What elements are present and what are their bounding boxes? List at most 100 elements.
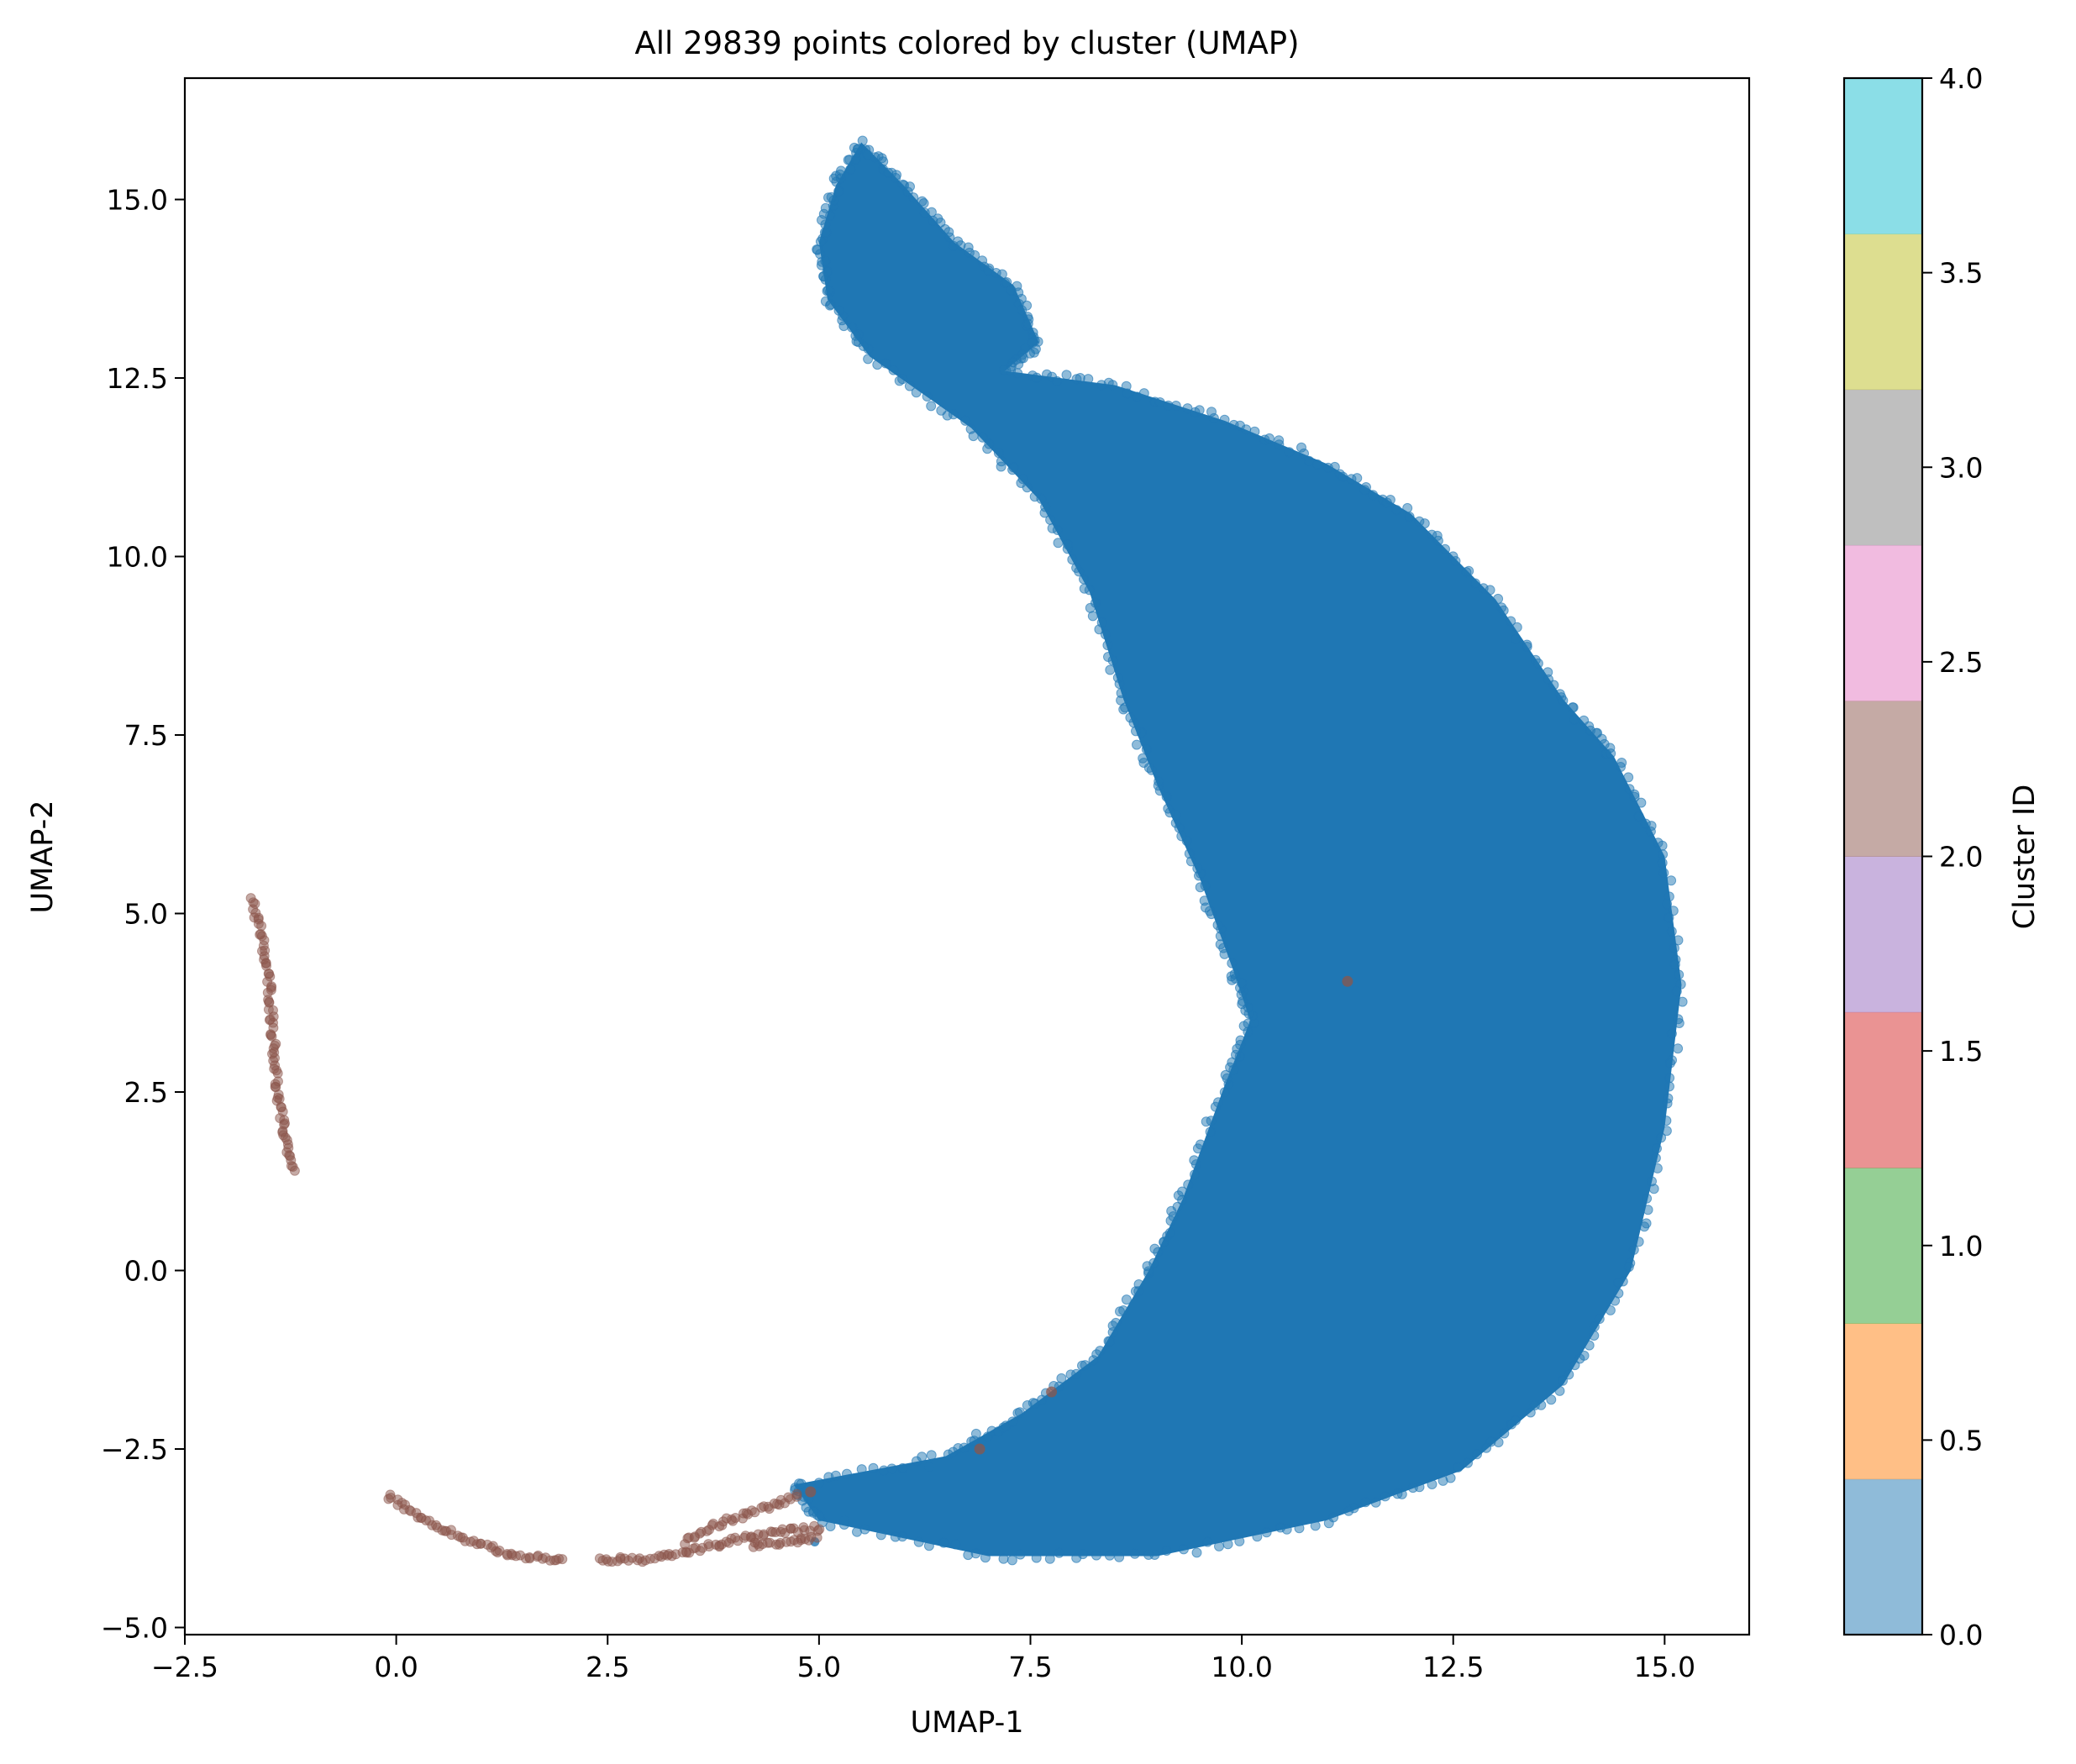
cluster-0-point xyxy=(1613,1278,1624,1288)
colorbar-segment xyxy=(1844,856,1922,1013)
cluster-0-point xyxy=(1605,1305,1616,1315)
cluster-0-point xyxy=(1567,702,1578,713)
y-tick-label: −2.5 xyxy=(101,1433,168,1466)
cluster-0-point xyxy=(1391,505,1402,516)
cluster-0-point xyxy=(1191,1547,1202,1558)
cluster-0-point xyxy=(1554,1385,1565,1396)
cluster-0-point xyxy=(1623,772,1634,783)
cluster-0-point xyxy=(1047,522,1058,533)
cluster-0-point xyxy=(1464,565,1474,576)
cluster-0-point xyxy=(1648,1184,1659,1194)
cluster-0-point xyxy=(1229,969,1240,979)
cluster-0-point xyxy=(822,266,833,277)
cluster-0-point xyxy=(917,1452,928,1462)
cluster-0-point xyxy=(904,381,915,391)
cluster-0-point xyxy=(1170,401,1181,411)
cluster-0-point xyxy=(1666,875,1677,886)
cluster-0-point xyxy=(1338,471,1348,482)
cluster-0-point xyxy=(1029,491,1040,502)
cluster-0-point xyxy=(1666,926,1677,937)
cluster-0-point xyxy=(1012,1408,1023,1419)
cluster-0-point xyxy=(1546,1394,1557,1405)
cluster-0-point xyxy=(1208,412,1219,423)
cluster-0-point xyxy=(1213,1097,1223,1108)
cluster-0-point xyxy=(1061,370,1072,381)
x-axis-label: UMAP-1 xyxy=(911,1706,1024,1740)
cluster-0-point xyxy=(1639,1221,1650,1232)
cluster-0-point xyxy=(1662,899,1673,910)
cluster-0-point xyxy=(1657,840,1668,851)
cluster-0-point xyxy=(1006,1555,1017,1566)
y-axis-label: UMAP-2 xyxy=(26,801,60,914)
cluster-0-point xyxy=(839,1515,849,1525)
cluster-0-point xyxy=(1114,1551,1125,1562)
cluster-0-point xyxy=(1584,1340,1595,1351)
cluster-0-point xyxy=(1079,574,1089,585)
cluster-0-point xyxy=(1154,397,1165,407)
colorbar-tick-label: 0.5 xyxy=(1939,1424,1983,1457)
colorbar-label: Cluster ID xyxy=(2008,785,2042,930)
cluster-0-point xyxy=(1103,652,1113,662)
cluster-0-point xyxy=(1252,1531,1263,1542)
cluster-0-point xyxy=(1628,1244,1639,1255)
cluster-0-point xyxy=(1234,1536,1245,1546)
cluster-0-point xyxy=(1665,1058,1675,1068)
cluster-2-point xyxy=(557,1554,568,1565)
cluster-0-point xyxy=(1658,868,1669,879)
cluster-0-point xyxy=(1650,1152,1661,1163)
cluster-0-point xyxy=(1673,1043,1684,1054)
cluster-0-point xyxy=(1511,622,1522,633)
cluster-0-point xyxy=(1095,1346,1106,1357)
cluster-0-point xyxy=(918,198,929,208)
cluster-0-point xyxy=(830,1470,841,1481)
cluster-0-point xyxy=(1133,1279,1144,1289)
cluster-0-point xyxy=(1485,585,1495,596)
cluster-0-point xyxy=(1091,597,1101,608)
cluster-0-point xyxy=(1132,739,1142,750)
cluster-0-point xyxy=(913,1536,924,1547)
cluster-0-point xyxy=(1304,455,1315,466)
cluster-0-point xyxy=(1102,640,1113,651)
cluster-0-point xyxy=(1222,1539,1233,1550)
cluster-0-point xyxy=(826,192,837,202)
cluster-0-point xyxy=(820,255,831,266)
cluster-0-point xyxy=(959,1442,970,1453)
cluster-2-point xyxy=(814,1524,825,1535)
cluster-0-point xyxy=(938,1537,949,1548)
cluster-0-point xyxy=(815,236,826,247)
cluster-0-point xyxy=(1427,1479,1437,1489)
cluster-0-point xyxy=(1385,495,1395,505)
cluster-0-point xyxy=(1666,1028,1677,1039)
cluster-0-point xyxy=(1022,318,1033,329)
colorbar-tick-label: 1.5 xyxy=(1939,1035,1983,1068)
cluster-0-point xyxy=(1569,714,1579,725)
cluster-0-point xyxy=(1189,1155,1200,1166)
cluster-0-point xyxy=(1194,405,1205,416)
cluster-0-point xyxy=(1674,1018,1684,1028)
cluster-0-point xyxy=(886,1463,897,1474)
cluster-0-point xyxy=(890,1531,901,1542)
cluster-2-point xyxy=(805,1486,817,1498)
cluster-0-point xyxy=(922,391,933,402)
cluster-0-point xyxy=(888,365,899,375)
cluster-0-point xyxy=(1190,1169,1200,1180)
cluster-0-point xyxy=(1122,388,1133,399)
cluster-0-point xyxy=(1040,501,1051,512)
cluster-0-point xyxy=(1067,554,1078,565)
cluster-0-point xyxy=(857,135,868,146)
cluster-0-point xyxy=(1178,1544,1189,1555)
cluster-0-point xyxy=(1107,380,1118,391)
cluster-0-point xyxy=(993,448,1004,459)
plot-frame xyxy=(183,76,1751,1636)
cluster-2-point xyxy=(1046,1386,1058,1398)
cluster-0-point xyxy=(1569,1360,1580,1371)
cluster-0-point xyxy=(1616,762,1626,772)
chart-title: All 29839 points colored by cluster (UMA… xyxy=(634,25,1299,61)
cluster-0-point xyxy=(1045,514,1056,525)
cluster-0-point xyxy=(1522,642,1532,652)
cluster-0-point xyxy=(1012,368,1023,379)
y-tick-label: 15.0 xyxy=(107,184,168,217)
cluster-0-point xyxy=(911,387,922,398)
cluster-0-point xyxy=(1493,593,1504,604)
cluster-0-point xyxy=(1392,1488,1403,1499)
